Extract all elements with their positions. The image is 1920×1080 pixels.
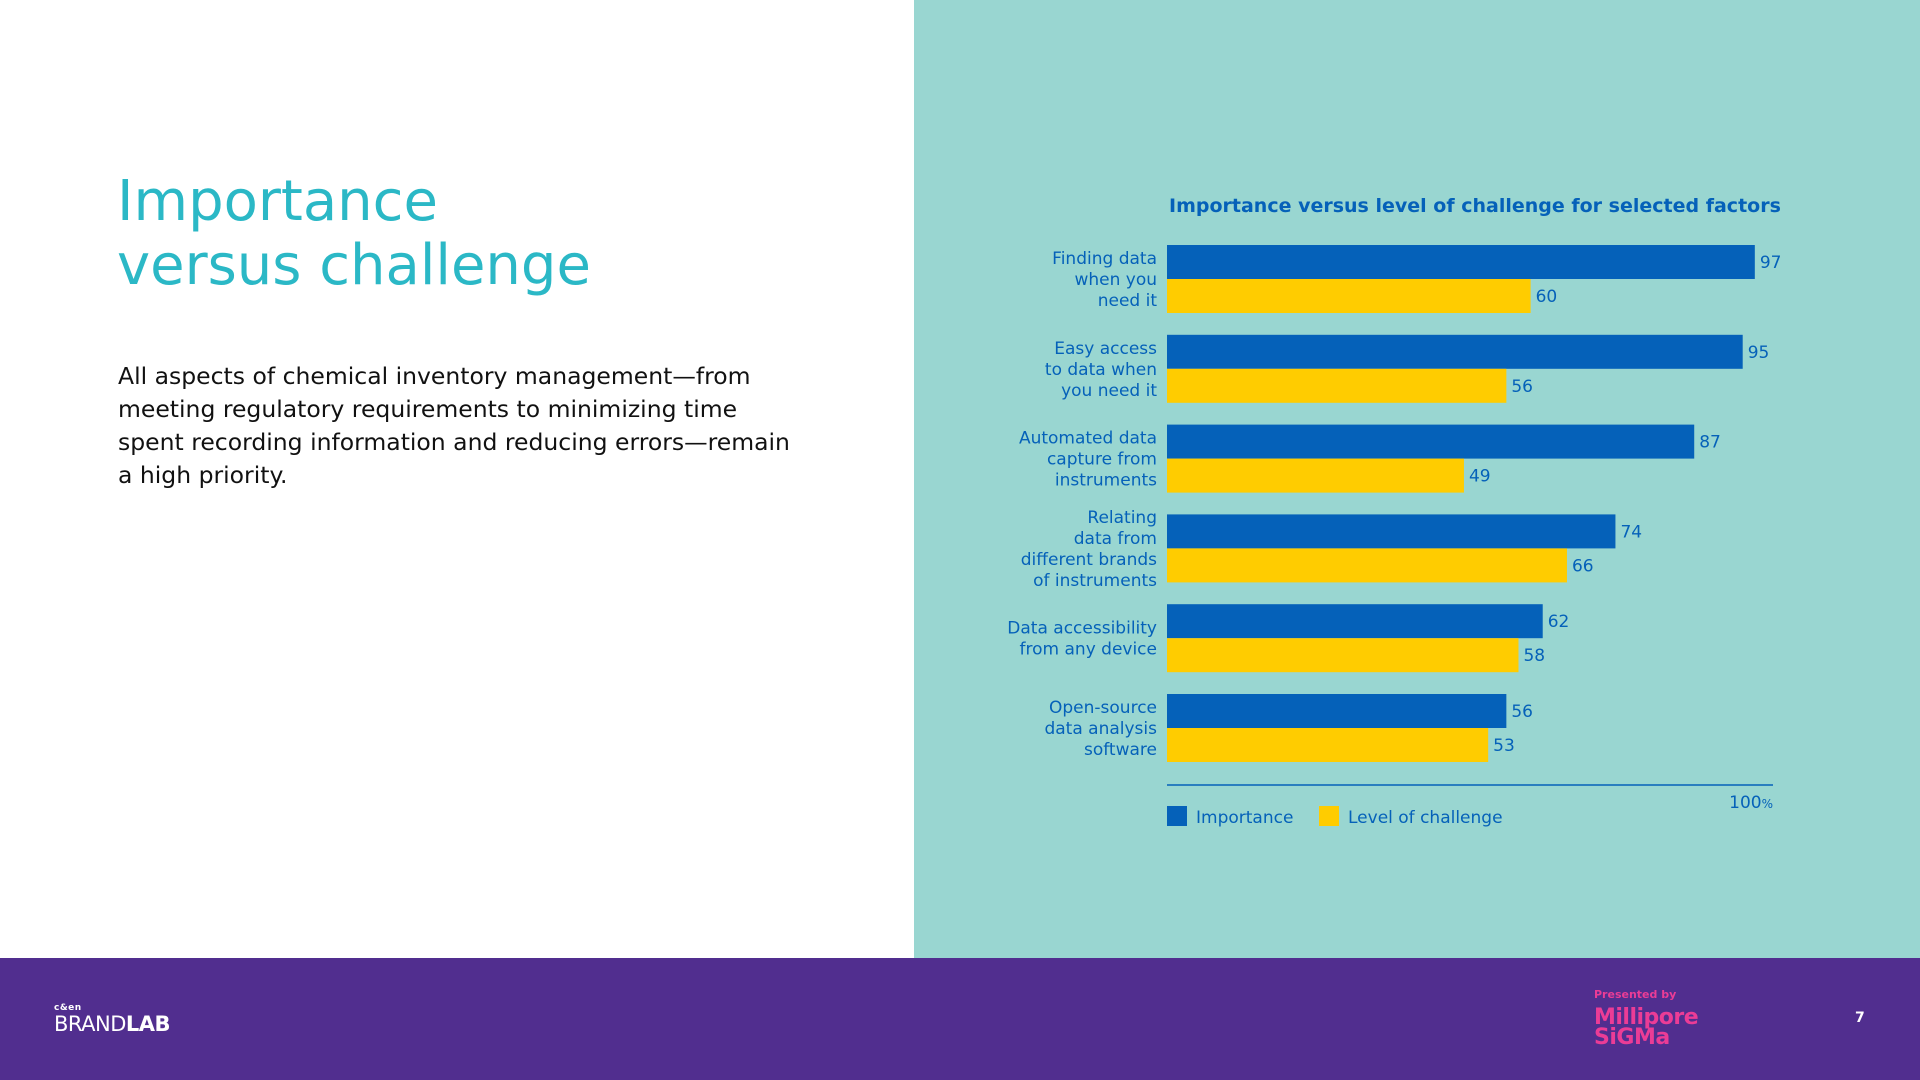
bar-challenge-5 xyxy=(1167,638,1519,673)
slide-title-line-2: versus challenge xyxy=(117,233,591,298)
value-label-importance-4: 74 xyxy=(1620,522,1642,542)
value-label-importance-2: 95 xyxy=(1748,343,1770,363)
category-label-6-line-3: software xyxy=(1084,740,1157,760)
x-axis-end-value: 100 xyxy=(1729,793,1761,813)
category-label-5-line-1: Data accessibility xyxy=(1007,619,1157,639)
category-label-2-line-1: Easy access xyxy=(1054,339,1157,359)
category-label-3-line-2: capture from xyxy=(1047,450,1157,470)
value-label-importance-6: 56 xyxy=(1511,702,1533,722)
category-label-4-line-2: data from xyxy=(1074,529,1157,549)
bar-challenge-6 xyxy=(1167,728,1489,762)
bar-importance-1 xyxy=(1167,245,1755,279)
brandlab-logo-word-2: LAB xyxy=(125,1012,171,1036)
value-label-challenge-3: 49 xyxy=(1469,467,1491,487)
category-label-5-line-2: from any device xyxy=(1020,640,1157,660)
bar-challenge-1 xyxy=(1167,279,1531,313)
category-label-1-line-3: need it xyxy=(1098,291,1158,311)
category-label-1-line-1: Finding data xyxy=(1052,249,1157,269)
bar-challenge-2 xyxy=(1167,368,1507,403)
category-label-1-line-2: when you xyxy=(1074,270,1157,290)
footer-bar xyxy=(0,958,1920,1080)
category-label-3-line-1: Automated data xyxy=(1019,429,1157,449)
brandlab-logo: c&en BRANDLAB xyxy=(54,1003,171,1036)
category-label-6-line-2: data analysis xyxy=(1044,719,1157,739)
milliporesigma-logo-line-1: Millipore xyxy=(1594,1005,1699,1030)
bar-chart: Importance versus level of challenge for… xyxy=(1007,195,1782,828)
left-panel xyxy=(0,0,914,958)
bar-challenge-4 xyxy=(1167,548,1567,583)
value-label-importance-1: 97 xyxy=(1760,253,1782,273)
category-label-3-line-3: instruments xyxy=(1055,471,1157,491)
slide-title-line-1: Importance xyxy=(117,169,438,234)
bar-importance-3 xyxy=(1167,424,1695,459)
bar-importance-2 xyxy=(1167,334,1743,369)
milliporesigma-logo-line-2: SiGMa xyxy=(1594,1025,1670,1050)
slide-body-text: All aspects of chemical inventory manage… xyxy=(118,362,790,489)
category-label-2-line-2: to data when xyxy=(1045,360,1157,380)
value-label-importance-5: 62 xyxy=(1548,612,1570,632)
x-axis-end-label: 100% xyxy=(1729,793,1773,813)
value-label-challenge-1: 60 xyxy=(1536,287,1558,307)
legend-swatch-challenge xyxy=(1319,806,1339,826)
bar-importance-5 xyxy=(1167,604,1543,639)
category-label-4-line-1: Relating xyxy=(1087,508,1157,528)
category-label-2-line-3: you need it xyxy=(1061,381,1157,401)
page-number: 7 xyxy=(1855,1010,1865,1026)
legend-swatch-importance xyxy=(1167,806,1187,826)
category-label-6-line-1: Open-source xyxy=(1049,698,1157,718)
bar-importance-4 xyxy=(1167,514,1616,549)
category-label-4-line-4: of instruments xyxy=(1033,571,1157,591)
bar-importance-6 xyxy=(1167,694,1507,728)
brandlab-logo-word-1: BRAND xyxy=(54,1012,126,1036)
slide-title: Importance versus challenge xyxy=(117,170,591,298)
presented-by-label: Presented by xyxy=(1594,988,1677,1001)
legend-label-challenge: Level of challenge xyxy=(1348,808,1503,828)
bar-challenge-3 xyxy=(1167,458,1464,493)
brandlab-logo-top: c&en xyxy=(54,1003,82,1013)
milliporesigma-logo: Millipore SiGMa xyxy=(1594,1005,1699,1050)
value-label-challenge-2: 56 xyxy=(1511,377,1533,397)
value-label-importance-3: 87 xyxy=(1699,433,1721,453)
legend-label-importance: Importance xyxy=(1196,808,1293,828)
value-label-challenge-4: 66 xyxy=(1572,556,1594,576)
x-axis-unit: % xyxy=(1762,797,1773,811)
chart-title: Importance versus level of challenge for… xyxy=(1169,195,1781,217)
value-label-challenge-5: 58 xyxy=(1523,646,1545,666)
category-label-4-line-3: different brands xyxy=(1021,550,1157,570)
value-label-challenge-6: 53 xyxy=(1493,736,1515,756)
brandlab-logo-word: BRANDLAB xyxy=(54,1012,171,1036)
